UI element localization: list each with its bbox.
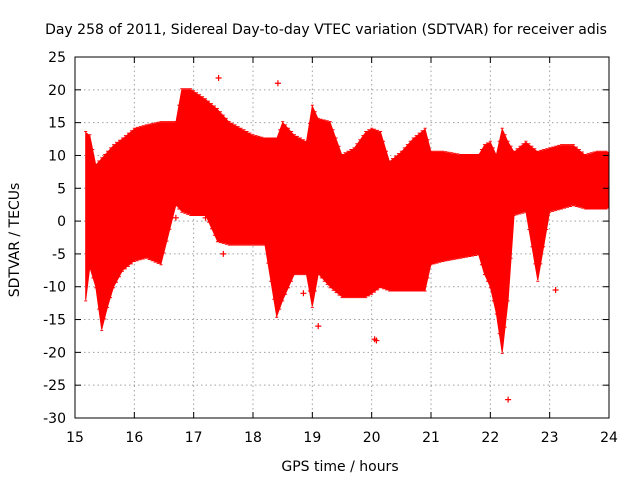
y-tick-label: -5 xyxy=(52,247,66,263)
x-tick-label: 18 xyxy=(244,430,262,446)
series-caps xyxy=(84,88,608,354)
outlier-point xyxy=(202,214,209,221)
y-tick-label: 5 xyxy=(57,181,66,197)
chart-title: Day 258 of 2011, Sidereal Day-to-day VTE… xyxy=(45,22,607,38)
x-tick-label: 23 xyxy=(541,430,559,446)
x-tick-label: 22 xyxy=(481,430,499,446)
outlier-point xyxy=(552,287,559,294)
outlier-point xyxy=(172,214,179,221)
y-axis: -30 -25 -20 -15 -10 -5 0 5 10 15 20 25 xyxy=(43,50,609,427)
series-envelope xyxy=(85,89,610,353)
x-tick-label: 24 xyxy=(600,430,618,446)
outlier-point xyxy=(315,323,322,330)
y-tick-label: 15 xyxy=(48,116,66,132)
outlier-point xyxy=(214,227,221,234)
y-tick-label: 10 xyxy=(48,148,66,164)
outlier-point xyxy=(300,290,307,297)
x-tick-label: 19 xyxy=(303,430,321,446)
outlier-point xyxy=(493,280,500,287)
outlier-point xyxy=(220,250,227,257)
y-axis-title: SDTVAR / TECUs xyxy=(7,183,23,298)
y-tick-label: -20 xyxy=(43,345,66,361)
outlier-markers xyxy=(172,75,559,403)
series-layer xyxy=(84,88,610,354)
y-tick-label: -30 xyxy=(43,411,66,427)
y-tick-label: 0 xyxy=(57,214,66,230)
outlier-point xyxy=(274,80,281,87)
y-tick-label: -15 xyxy=(43,313,66,329)
y-tick-label: 25 xyxy=(48,50,66,66)
x-tick-label: 20 xyxy=(363,430,381,446)
x-tick-label: 15 xyxy=(66,430,84,446)
x-tick-label: 16 xyxy=(125,430,143,446)
x-axis: 15 16 17 18 19 20 21 22 23 24 xyxy=(66,57,618,446)
x-tick-label: 17 xyxy=(185,430,203,446)
outlier-point xyxy=(215,75,222,82)
outlier-point xyxy=(373,337,380,344)
plot-frame xyxy=(74,56,610,419)
outlier-point xyxy=(505,396,512,403)
y-tick-label: -10 xyxy=(43,280,66,296)
x-tick-label: 21 xyxy=(422,430,440,446)
y-tick-label: -25 xyxy=(43,378,66,394)
x-axis-title: GPS time / hours xyxy=(281,459,398,475)
y-tick-label: 20 xyxy=(48,83,66,99)
